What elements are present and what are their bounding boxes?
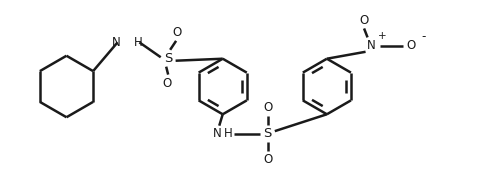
Text: O: O [264,101,273,114]
Text: O: O [406,39,416,52]
Text: H: H [134,36,142,49]
Text: O: O [264,153,273,166]
Text: H: H [224,127,233,140]
Text: +: + [378,31,386,41]
Text: S: S [263,127,272,140]
Text: O: O [162,76,172,90]
Text: O: O [172,26,182,39]
Text: N: N [367,39,376,52]
Text: -: - [422,30,426,43]
Text: N: N [112,36,121,49]
Text: O: O [360,13,368,26]
Text: N: N [212,127,221,140]
Text: S: S [164,52,172,65]
